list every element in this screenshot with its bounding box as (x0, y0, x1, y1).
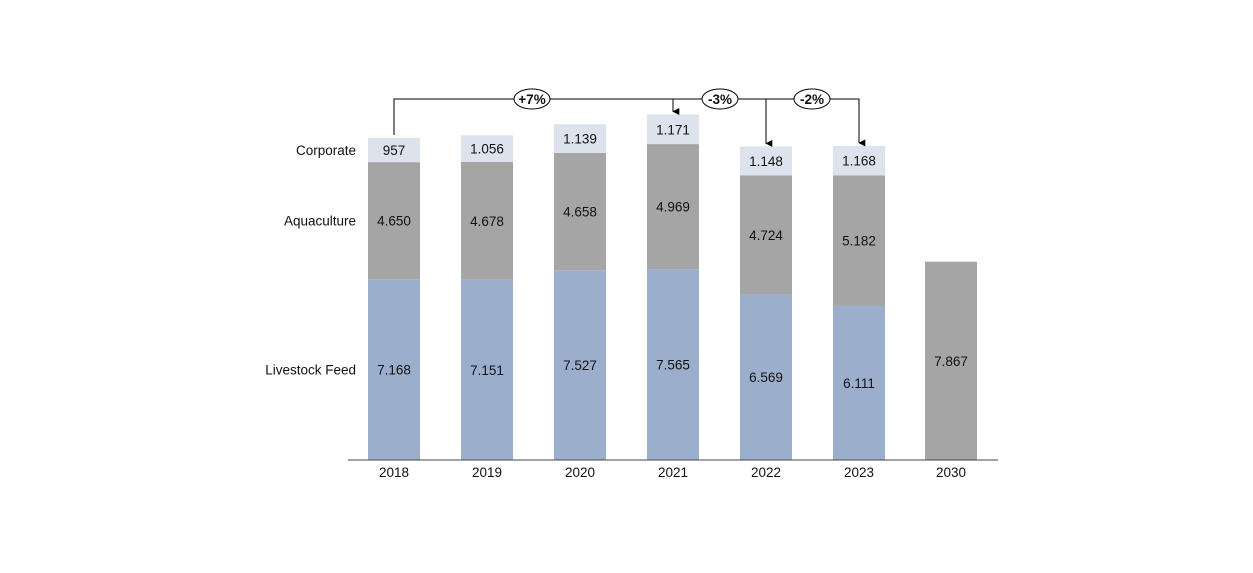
bar-corporate-2020 (554, 124, 606, 153)
growth-badge (513, 88, 551, 110)
bar-aquaculture-2023 (833, 175, 885, 306)
x-tick-label: 2030 (936, 465, 966, 480)
data-label: 4.658 (563, 205, 597, 220)
data-label: 4.650 (377, 214, 411, 229)
bar-aquaculture-2019 (461, 161, 513, 280)
bar-livestock-feed-2019 (461, 279, 513, 460)
bar-corporate-2019 (461, 135, 513, 162)
legend-label: Livestock Feed (265, 363, 356, 378)
growth-badge (793, 88, 831, 110)
bracket-line (393, 98, 866, 147)
bar-livestock-feed-2023 (833, 305, 885, 460)
data-label: 5.182 (842, 234, 876, 249)
data-label: 7.565 (656, 358, 690, 373)
x-tick-label: 2020 (565, 465, 595, 480)
data-label: 6.111 (843, 376, 875, 391)
x-tick-label: 2023 (844, 465, 874, 480)
legend-label: Corporate (296, 143, 356, 158)
data-label: 7.168 (377, 363, 411, 378)
data-label: 7.151 (470, 363, 504, 378)
data-label: 4.678 (470, 214, 504, 229)
data-label: 4.724 (749, 228, 783, 243)
x-tick-label: 2022 (751, 465, 781, 480)
legend-label: Aquaculture (284, 214, 356, 229)
bar-corporate-2021 (647, 114, 699, 145)
bar-livestock-feed-2022 (740, 294, 792, 460)
data-label: 957 (383, 143, 406, 158)
bar-livestock-feed-2018 (368, 279, 420, 460)
data-label: 6.569 (749, 370, 783, 385)
growth-badge (701, 88, 739, 110)
x-tick-label: 2018 (379, 465, 409, 480)
bar-corporate-2022 (740, 146, 792, 176)
growth-label: +7% (518, 92, 545, 107)
data-label: 1.056 (470, 142, 504, 157)
bar-corporate-2023 (833, 145, 885, 176)
data-label: 1.148 (749, 154, 783, 169)
growth-label: -3% (708, 92, 732, 107)
data-label: 4.969 (656, 200, 690, 215)
growth-label: -2% (800, 92, 824, 107)
data-label: 1.139 (563, 132, 597, 147)
bar-corporate-2018 (368, 138, 420, 163)
bar-aquaculture-2020 (554, 152, 606, 271)
data-label: 1.168 (842, 154, 876, 169)
bar-aquaculture-2018 (368, 162, 420, 280)
bar-aquaculture-2030 (925, 261, 977, 460)
bar-aquaculture-2021 (647, 144, 699, 270)
x-tick-label: 2021 (658, 465, 688, 480)
data-label: 1.171 (656, 122, 690, 137)
data-label: 7.527 (563, 358, 597, 373)
x-tick-label: 2019 (472, 465, 502, 480)
bar-livestock-feed-2020 (554, 270, 606, 460)
bar-aquaculture-2022 (740, 175, 792, 295)
data-label: 7.867 (934, 354, 968, 369)
bar-livestock-feed-2021 (647, 269, 699, 460)
